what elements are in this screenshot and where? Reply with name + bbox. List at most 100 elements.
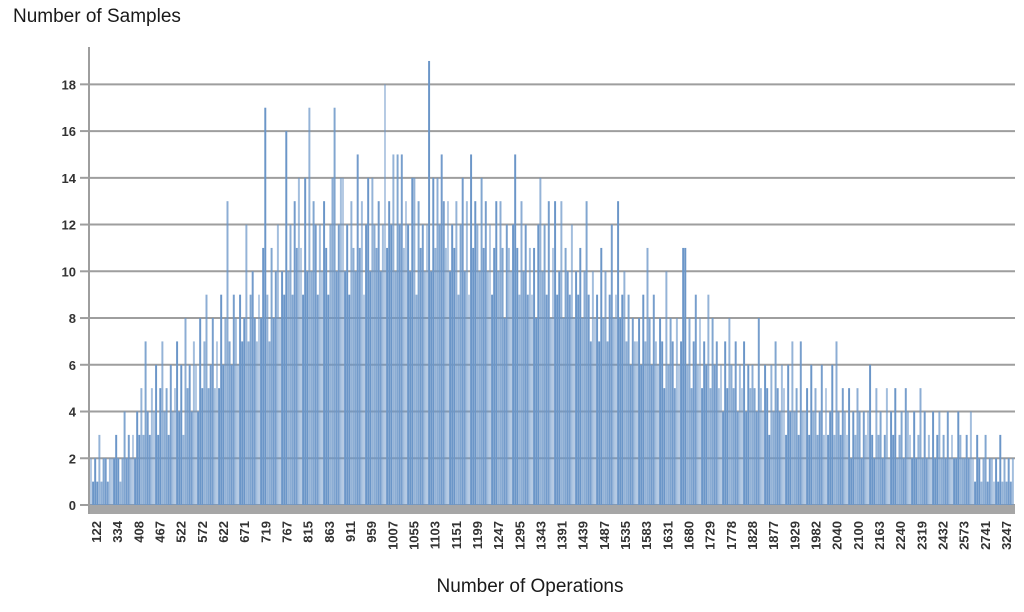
chart-title: Number of Samples (13, 6, 181, 27)
bar (720, 364, 722, 505)
bar (268, 341, 271, 505)
bar (138, 434, 141, 505)
y-tick-label: 2 (69, 451, 76, 466)
bar (329, 224, 332, 505)
bar (400, 154, 403, 505)
bar (260, 318, 263, 505)
bar (846, 434, 848, 505)
bar (709, 388, 712, 505)
bar (266, 294, 269, 505)
bar (285, 131, 288, 505)
bar (843, 411, 846, 505)
bar (806, 388, 809, 505)
bar (474, 201, 477, 505)
bar (648, 318, 651, 505)
bar (980, 481, 983, 505)
bar (575, 271, 578, 505)
bar (814, 388, 817, 505)
bar (732, 388, 735, 505)
bar (770, 364, 773, 505)
bar (316, 294, 319, 505)
bar (799, 341, 802, 505)
x-tick-label: 1487 (597, 521, 612, 550)
bar (153, 411, 155, 505)
bar (251, 271, 254, 505)
bar (503, 318, 506, 505)
bar (211, 318, 214, 505)
bar (491, 294, 494, 505)
bar (291, 294, 294, 505)
bar (701, 388, 704, 505)
bar (157, 434, 160, 505)
bar (705, 364, 708, 505)
bar (1003, 458, 1006, 505)
bar (547, 201, 550, 505)
bar (373, 224, 376, 505)
bar (993, 481, 995, 505)
bar (541, 271, 544, 505)
bar (274, 271, 277, 505)
bar (594, 318, 596, 505)
x-tick-label: 2100 (851, 521, 866, 550)
bar (178, 411, 181, 505)
bar (237, 364, 239, 505)
bar (520, 201, 523, 505)
bar (234, 318, 237, 505)
bar (199, 318, 202, 505)
bar (839, 434, 842, 505)
bar (862, 411, 865, 505)
bar (808, 434, 811, 505)
bar (619, 318, 622, 505)
bar (150, 388, 153, 505)
bar (293, 201, 296, 505)
bar (717, 388, 720, 505)
bar (871, 434, 874, 505)
bar (579, 247, 582, 505)
bar (564, 247, 567, 505)
bar (879, 411, 882, 505)
bar (591, 271, 594, 505)
bar (661, 341, 664, 505)
bar (180, 364, 183, 505)
x-tick-label: 767 (280, 521, 295, 543)
bar (558, 271, 561, 505)
bar (545, 294, 548, 505)
bar (812, 411, 815, 505)
bar (913, 411, 916, 505)
bar (417, 201, 420, 505)
x-tick-label: 1391 (555, 521, 570, 550)
bar (749, 388, 752, 505)
bar (1009, 481, 1012, 505)
bar (783, 388, 785, 505)
bar (243, 318, 246, 505)
bar (451, 224, 454, 505)
x-tick-label: 1247 (491, 521, 506, 550)
bar (900, 411, 903, 505)
bar (923, 411, 926, 505)
bar (988, 458, 991, 505)
bar (621, 294, 624, 505)
bar (600, 247, 603, 505)
bar (827, 434, 830, 505)
bar (610, 224, 613, 505)
bar (281, 271, 284, 505)
bar (348, 294, 351, 505)
bar (331, 177, 334, 505)
bar (337, 224, 340, 505)
bar (201, 388, 204, 505)
bar (944, 458, 947, 505)
bar (423, 271, 426, 505)
bar (768, 434, 771, 505)
x-tick-label: 863 (322, 521, 337, 543)
bar (631, 318, 634, 505)
bar (543, 224, 546, 505)
bar (755, 411, 758, 505)
bar (636, 341, 638, 505)
bar (909, 434, 911, 505)
bar (276, 224, 279, 505)
bar (270, 247, 273, 505)
bar (323, 201, 326, 505)
bar (526, 294, 529, 505)
bar (205, 294, 208, 505)
bar (741, 388, 743, 505)
